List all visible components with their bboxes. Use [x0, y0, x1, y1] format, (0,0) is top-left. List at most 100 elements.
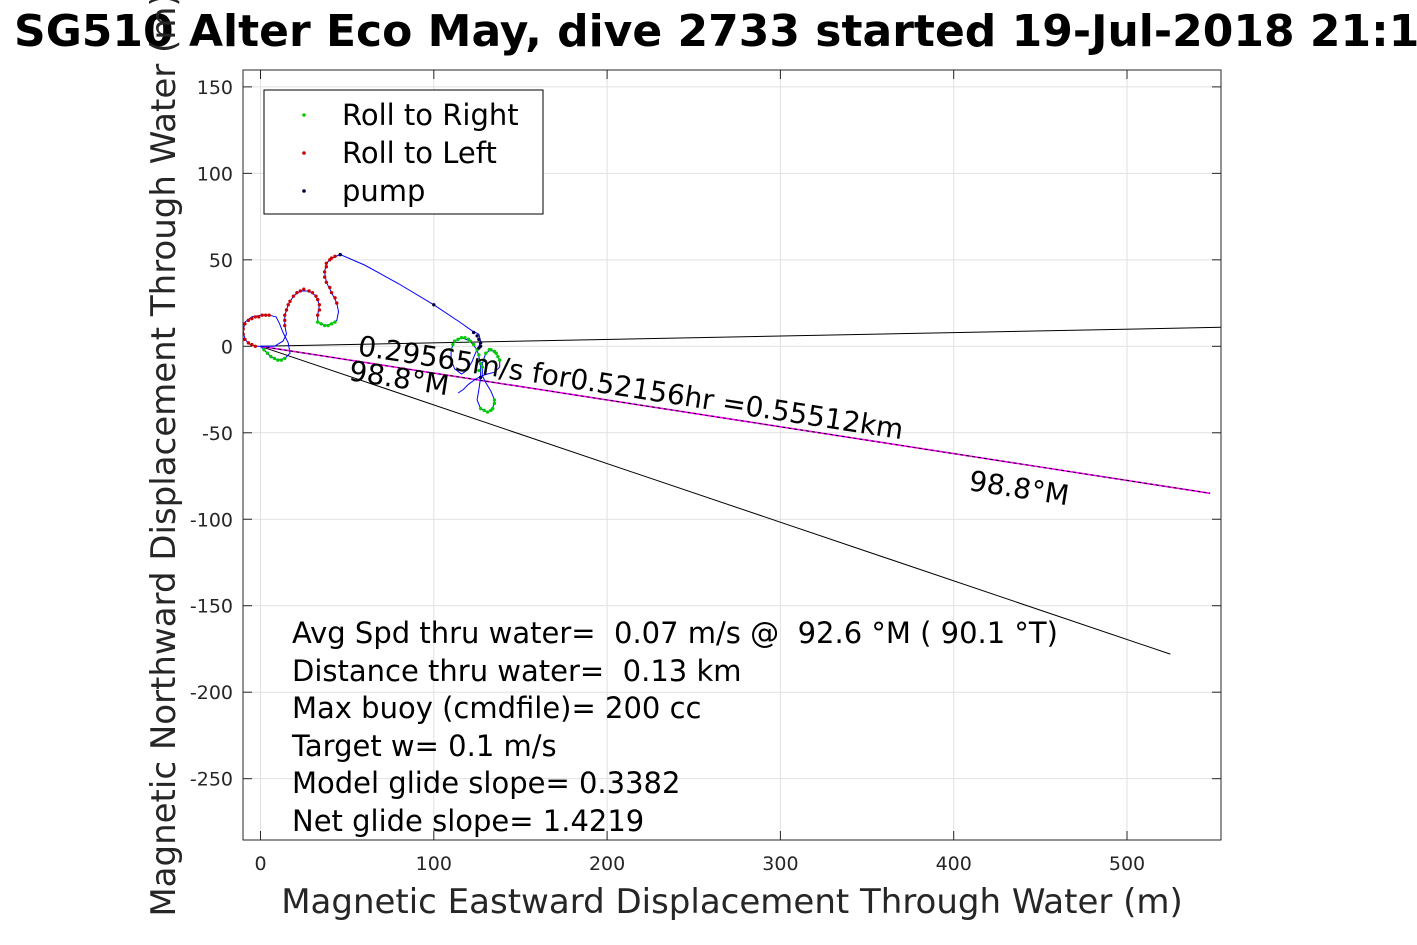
roll-left-point: [267, 313, 271, 317]
x-tick-label: 200: [589, 853, 625, 875]
x-tick-label: 300: [762, 853, 798, 875]
roll-left-point: [324, 265, 329, 269]
pump-point: [475, 334, 479, 338]
roll-right-point: [333, 320, 337, 324]
roll-left-point: [322, 270, 327, 274]
roll-right-point: [269, 354, 273, 359]
roll-left-point: [263, 313, 268, 317]
roll-right-point: [494, 351, 498, 355]
roll-left-point: [307, 289, 311, 293]
legend: Roll to Right Roll to Left pump: [263, 89, 544, 215]
roll-right-point: [478, 361, 483, 366]
roll-right-point: [491, 406, 495, 411]
roll-right-point: [456, 337, 460, 342]
roll-left-point: [314, 294, 318, 298]
legend-marker-roll-left: [302, 151, 306, 155]
x-tick-label: 400: [936, 853, 972, 875]
roll-right-point: [482, 408, 486, 412]
stat-avg-speed: Avg Spd thru water= 0.07 m/s @ 92.6 °M (…: [292, 616, 1058, 650]
roll-right-point: [471, 342, 476, 347]
roll-left-point: [295, 290, 299, 295]
x-tick-label: 100: [416, 853, 452, 875]
roll-left-point: [335, 301, 339, 305]
roll-left-point: [329, 290, 334, 295]
y-tick-label: -50: [202, 423, 233, 445]
roll-left-point: [329, 256, 334, 260]
roll-right-point: [449, 348, 453, 352]
stat-model-glide: Model glide slope= 0.3382: [292, 766, 680, 800]
roll-right-point: [492, 401, 497, 406]
roll-right-point: [468, 339, 472, 343]
roll-left-point: [333, 254, 337, 259]
roll-right-point: [283, 356, 287, 361]
roll-right-point: [485, 410, 490, 414]
data-clip-group: [243, 252, 1221, 655]
roll-right-point: [452, 339, 457, 343]
y-tick-label: -100: [190, 509, 233, 531]
roll-left-point: [286, 303, 290, 307]
legend-label-roll-right: Roll to Right: [342, 98, 519, 132]
roll-left-point: [250, 342, 254, 347]
roll-right-point: [326, 323, 330, 328]
roll-left-point: [317, 308, 322, 312]
y-tick-label: -200: [190, 682, 233, 704]
legend-marker-pump: [302, 189, 306, 193]
roll-left-point: [310, 290, 315, 295]
legend-label-roll-left: Roll to Left: [342, 136, 497, 170]
roll-left-point: [317, 303, 322, 307]
pump-point: [432, 303, 436, 307]
roll-left-point: [246, 341, 251, 345]
stat-distance: Distance thru water= 0.13 km: [292, 654, 742, 688]
pump-point: [478, 375, 483, 380]
roll-left-point: [333, 296, 337, 300]
roll-right-point: [477, 353, 481, 357]
x-tick-label: 500: [1109, 853, 1145, 875]
roll-left-point: [260, 313, 264, 317]
roll-left-point: [328, 285, 332, 290]
roll-and-pump-points: [243, 252, 502, 414]
roll-right-point: [319, 322, 323, 326]
roll-right-point: [265, 351, 270, 355]
legend-marker-roll-right: [302, 113, 306, 117]
reference-lines: [260, 326, 1221, 655]
roll-left-point: [257, 315, 261, 319]
roll-right-point: [463, 335, 467, 340]
y-tick-label: 100: [197, 163, 233, 185]
legend-box: [263, 89, 544, 215]
y-tick-label: -150: [190, 596, 233, 618]
roll-right-point: [322, 323, 327, 328]
grid: [243, 70, 1221, 840]
roll-right-point: [496, 354, 500, 359]
stat-net-glide: Net glide slope= 1.4219: [292, 804, 644, 838]
roll-right-point: [489, 348, 493, 352]
roll-left-point: [324, 261, 329, 265]
chart-title: SG510 Alter Eco May, dive 2733 started 1…: [14, 6, 1417, 57]
roll-left-point: [253, 344, 258, 348]
roll-left-point: [250, 316, 254, 321]
roll-left-point: [284, 308, 289, 312]
stats-block: Avg Spd thru water= 0.07 m/s @ 92.6 °M (…: [291, 616, 1058, 838]
roll-left-point: [283, 323, 287, 328]
y-tick-label: 0: [221, 336, 233, 358]
x-tick-label: 0: [254, 853, 266, 875]
roll-right-point: [482, 358, 486, 362]
legend-label-pump: pump: [342, 174, 425, 208]
y-tick-label: 50: [209, 250, 233, 272]
roll-right-point: [279, 358, 283, 362]
pump-point: [471, 330, 476, 335]
roll-left-point: [298, 289, 303, 293]
ref-line-up: [260, 326, 1221, 347]
current-line-overlay: [260, 345, 1211, 494]
pump-point: [477, 337, 481, 342]
roll-right-point: [478, 406, 483, 411]
stat-target-w: Target w= 0.1 m/s: [291, 729, 557, 763]
roll-right-point: [497, 358, 502, 362]
y-tick-label: -250: [190, 769, 233, 791]
roll-right-point: [272, 356, 277, 361]
roll-left-point: [243, 322, 247, 326]
roll-left-point: [315, 313, 320, 317]
roll-right-point: [480, 365, 485, 369]
roll-right-point: [262, 348, 266, 352]
roll-left-point: [283, 318, 287, 323]
